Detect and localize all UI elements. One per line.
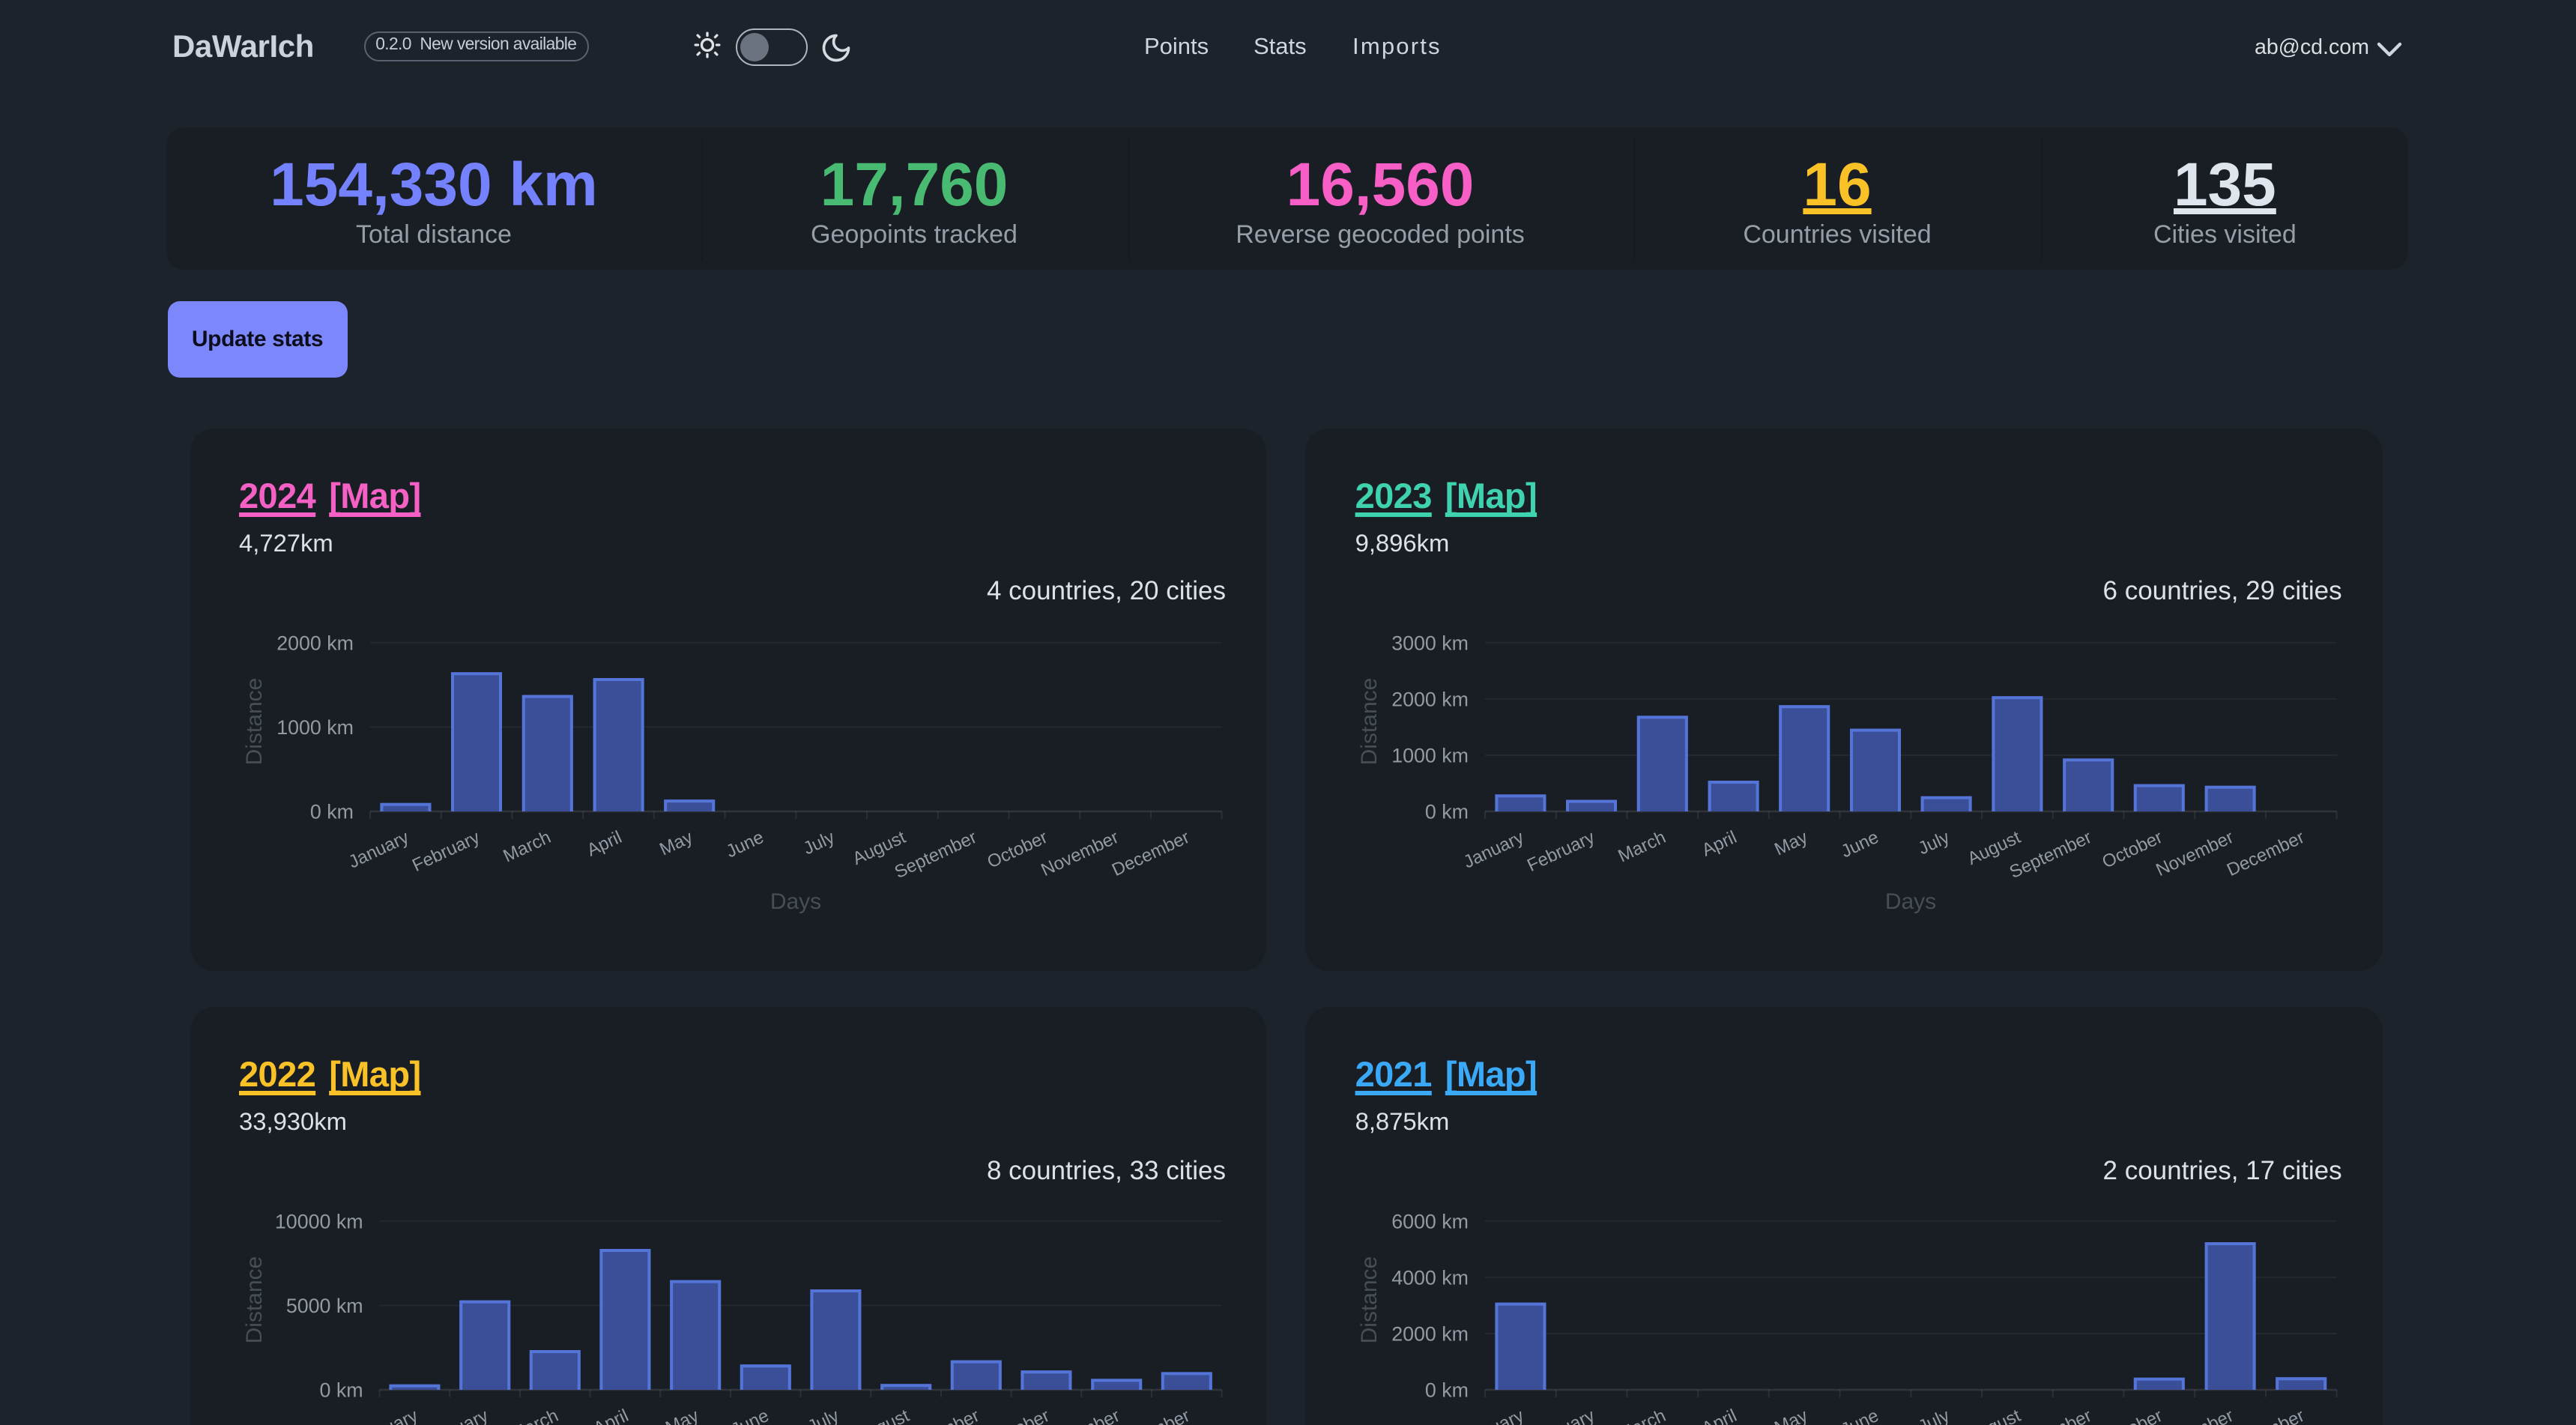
svg-text:January: January xyxy=(354,1406,420,1425)
svg-text:January: January xyxy=(1461,826,1528,872)
svg-text:October: October xyxy=(2099,1406,2166,1425)
svg-text:February: February xyxy=(408,826,482,875)
svg-text:6000 km: 6000 km xyxy=(1392,1210,1469,1232)
svg-text:April: April xyxy=(1699,1406,1741,1425)
svg-text:June: June xyxy=(722,826,767,861)
svg-text:0 km: 0 km xyxy=(319,1379,363,1402)
svg-text:July: July xyxy=(1916,1406,1953,1425)
svg-text:June: June xyxy=(1839,1406,1883,1425)
svg-text:Distance: Distance xyxy=(241,1256,266,1344)
svg-text:2000 km: 2000 km xyxy=(276,631,353,653)
svg-text:March: March xyxy=(499,826,553,866)
svg-text:November: November xyxy=(2153,826,2237,880)
svg-text:April: April xyxy=(583,826,624,860)
svg-text:3000 km: 3000 km xyxy=(1392,631,1469,653)
svg-text:September: September xyxy=(891,826,979,882)
svg-text:January: January xyxy=(345,826,411,872)
svg-text:1000 km: 1000 km xyxy=(1392,744,1469,766)
svg-text:March: March xyxy=(507,1406,560,1425)
svg-text:July: July xyxy=(799,826,837,859)
svg-text:1000 km: 1000 km xyxy=(276,715,353,738)
svg-text:2000 km: 2000 km xyxy=(1392,1323,1469,1346)
svg-text:April: April xyxy=(1699,826,1741,860)
svg-text:January: January xyxy=(1461,1406,1528,1425)
svg-text:October: October xyxy=(985,1406,1052,1425)
svg-text:June: June xyxy=(728,1406,772,1425)
svg-text:March: March xyxy=(1615,1406,1669,1425)
svg-text:November: November xyxy=(2153,1406,2237,1425)
svg-text:June: June xyxy=(1839,826,1883,861)
svg-text:February: February xyxy=(417,1406,490,1425)
svg-text:Distance: Distance xyxy=(241,677,266,765)
svg-text:July: July xyxy=(1916,826,1953,859)
svg-text:May: May xyxy=(1772,1406,1812,1425)
svg-text:August: August xyxy=(853,1406,912,1425)
svg-text:Distance: Distance xyxy=(1358,1256,1382,1344)
svg-text:December: December xyxy=(2225,826,2309,880)
svg-text:May: May xyxy=(656,826,695,859)
svg-text:August: August xyxy=(1965,1406,2024,1425)
svg-text:4000 km: 4000 km xyxy=(1392,1266,1469,1289)
svg-text:0 km: 0 km xyxy=(1426,800,1469,823)
svg-text:0 km: 0 km xyxy=(309,800,353,823)
svg-text:0 km: 0 km xyxy=(1426,1379,1469,1402)
svg-text:February: February xyxy=(1525,826,1598,875)
svg-text:April: April xyxy=(590,1406,631,1425)
svg-text:Distance: Distance xyxy=(1358,677,1382,765)
svg-text:May: May xyxy=(1772,826,1812,859)
svg-text:July: July xyxy=(804,1406,841,1425)
svg-text:March: March xyxy=(1615,826,1669,866)
svg-text:December: December xyxy=(1108,826,1192,880)
svg-text:September: September xyxy=(2007,826,2096,882)
svg-text:Days: Days xyxy=(770,889,820,913)
svg-text:5000 km: 5000 km xyxy=(285,1295,363,1317)
svg-text:Days: Days xyxy=(1885,889,1936,913)
svg-text:December: December xyxy=(2225,1406,2309,1425)
svg-text:November: November xyxy=(1037,826,1121,880)
svg-text:May: May xyxy=(662,1406,701,1425)
svg-text:10000 km: 10000 km xyxy=(274,1210,363,1232)
svg-text:February: February xyxy=(1525,1406,1598,1425)
svg-text:2000 km: 2000 km xyxy=(1392,687,1469,710)
